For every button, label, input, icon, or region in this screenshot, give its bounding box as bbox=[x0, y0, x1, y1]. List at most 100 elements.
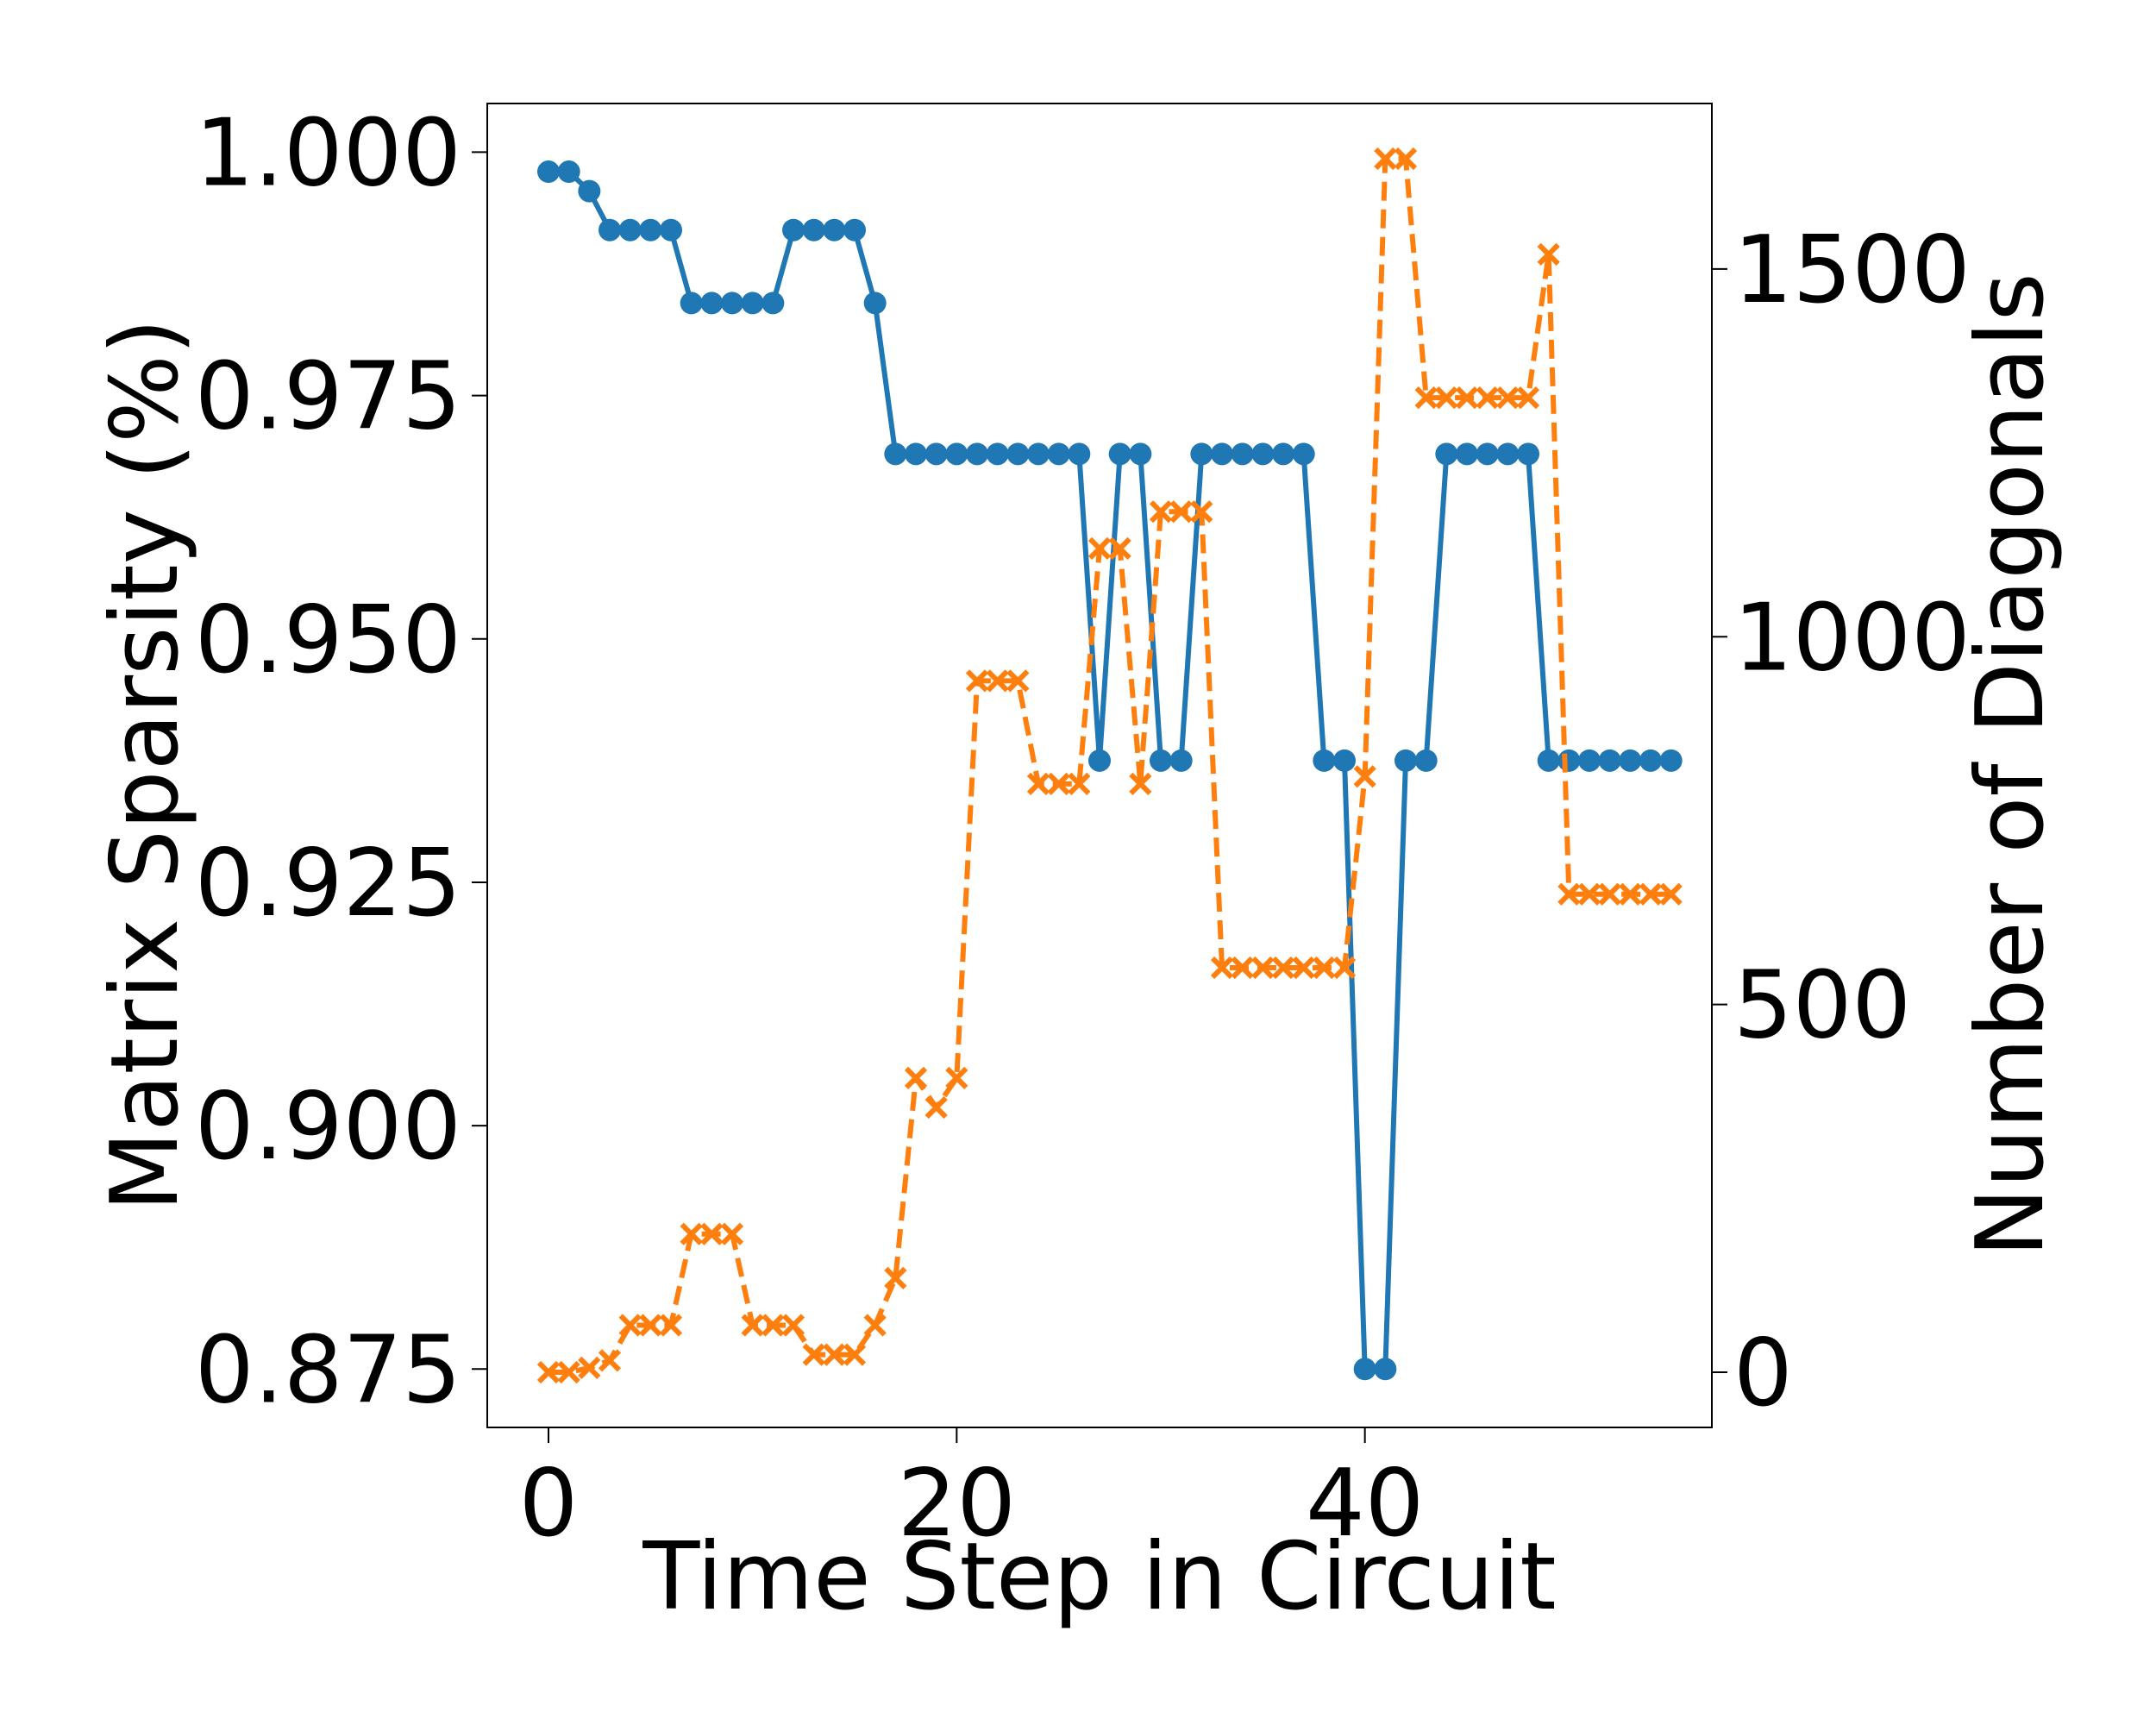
series-0-point bbox=[639, 218, 662, 242]
series-1-point bbox=[1332, 956, 1357, 980]
series-0-point bbox=[1150, 749, 1172, 772]
series-1-point bbox=[659, 1314, 683, 1337]
series-0-point bbox=[1292, 442, 1315, 466]
series-1-point bbox=[1598, 882, 1621, 906]
series-0-point bbox=[700, 292, 724, 315]
series-1-point bbox=[1659, 882, 1683, 906]
series-0-point bbox=[1557, 749, 1581, 772]
series-1-point bbox=[1292, 956, 1315, 980]
series-0-point bbox=[1211, 442, 1233, 466]
series-0-point bbox=[1313, 749, 1336, 772]
series-0-point bbox=[578, 179, 601, 203]
series-1-point bbox=[1374, 147, 1397, 171]
series-1-point bbox=[741, 1314, 764, 1337]
series-0-point bbox=[1047, 442, 1070, 466]
series-0-point bbox=[1027, 442, 1050, 466]
series-0-point bbox=[680, 292, 703, 315]
plot-frame bbox=[486, 103, 1713, 1428]
series-1-point bbox=[843, 1343, 867, 1366]
series-0-point bbox=[1476, 442, 1499, 466]
series-1-point bbox=[700, 1222, 724, 1245]
series-0-point bbox=[1517, 442, 1539, 466]
series-1-point bbox=[1414, 386, 1438, 410]
series-1-point bbox=[823, 1343, 846, 1366]
series-1-point bbox=[720, 1222, 744, 1245]
series-1-point bbox=[1169, 500, 1193, 524]
series-1-point bbox=[598, 1349, 622, 1372]
series-0-point bbox=[843, 218, 866, 242]
series-1-point bbox=[1190, 500, 1213, 524]
series-0-point bbox=[1598, 749, 1621, 772]
series-1-point bbox=[1394, 147, 1418, 171]
y2-tick-label: 0 bbox=[1733, 1320, 1793, 1427]
series-0-point bbox=[905, 442, 927, 466]
series-0-point bbox=[863, 292, 887, 315]
series-0-point bbox=[924, 442, 948, 466]
series-1-point bbox=[965, 669, 989, 693]
series-0-point bbox=[1251, 442, 1275, 466]
y-axis-title: Matrix Sparsity (%) bbox=[91, 318, 199, 1212]
series-0-point bbox=[599, 218, 621, 242]
series-1-point bbox=[578, 1356, 601, 1380]
series-1-point bbox=[986, 669, 1009, 693]
series-1-point bbox=[1313, 956, 1336, 980]
series-0-point bbox=[1272, 442, 1294, 466]
series-1-point bbox=[781, 1314, 805, 1337]
series-1-point bbox=[1006, 669, 1030, 693]
series-0-point bbox=[1414, 749, 1438, 772]
series-layer bbox=[536, 147, 1683, 1384]
series-0-point bbox=[1353, 1358, 1376, 1381]
ticks-layer: 0 20 40 0.875 0.900 0.925 0.950 0.975 1.000 0 500 1… bbox=[195, 99, 1971, 1558]
series-0-point bbox=[537, 160, 560, 184]
y2-tick-label: 1500 bbox=[1733, 216, 1971, 324]
series-1-point bbox=[1026, 772, 1050, 795]
series-1-point bbox=[1537, 242, 1560, 266]
series-0-point bbox=[1068, 442, 1091, 466]
series-1-point bbox=[1496, 386, 1520, 410]
series-0-point bbox=[945, 442, 968, 466]
x-tick-label: 0 bbox=[519, 1450, 579, 1558]
series-1-point bbox=[1108, 536, 1131, 561]
y-tick-label: 0.875 bbox=[195, 1316, 461, 1424]
series-0-point bbox=[741, 292, 764, 315]
series-0-point bbox=[1374, 1358, 1397, 1381]
series-0-point bbox=[1659, 749, 1683, 772]
series-0-point bbox=[721, 292, 743, 315]
series-0-point bbox=[1088, 749, 1111, 772]
series-0-point bbox=[1496, 442, 1520, 466]
series-0-point bbox=[1333, 749, 1356, 772]
series-1-point bbox=[1129, 772, 1152, 795]
series-1-point bbox=[1516, 386, 1540, 410]
x-tick-label: 40 bbox=[1306, 1450, 1424, 1558]
series-1-point bbox=[1149, 500, 1173, 524]
series-1-point bbox=[1087, 536, 1112, 561]
series-1-point bbox=[639, 1314, 662, 1337]
y2-tick-label: 500 bbox=[1733, 952, 1911, 1060]
series-0-point bbox=[618, 218, 642, 242]
y-tick-label: 1.000 bbox=[195, 99, 461, 207]
series-0-point bbox=[966, 442, 988, 466]
series-1-point bbox=[1231, 956, 1254, 980]
series-0-point bbox=[1639, 749, 1662, 772]
y-tick-label: 0.950 bbox=[195, 586, 461, 694]
series-0-point bbox=[986, 442, 1009, 466]
series-1-point bbox=[884, 1266, 907, 1290]
series-0-point bbox=[1456, 442, 1478, 466]
series-1-point bbox=[536, 1360, 561, 1384]
series-1-point bbox=[1476, 386, 1499, 410]
series-0-point bbox=[1129, 442, 1152, 466]
series-1-point bbox=[904, 1066, 928, 1090]
series-0-point bbox=[660, 218, 682, 242]
series-1-point bbox=[1251, 956, 1275, 980]
series-1-point bbox=[1639, 882, 1663, 906]
series-0-point bbox=[802, 218, 825, 242]
series-0-point bbox=[1537, 749, 1560, 772]
series-1-point bbox=[1557, 882, 1581, 906]
series-0-point bbox=[1435, 442, 1458, 466]
series-0-point bbox=[782, 218, 805, 242]
series-1-line bbox=[548, 155, 1671, 1376]
series-1-point bbox=[618, 1314, 642, 1337]
series-0-point bbox=[884, 442, 907, 466]
y2-tick-label: 1000 bbox=[1733, 584, 1971, 692]
